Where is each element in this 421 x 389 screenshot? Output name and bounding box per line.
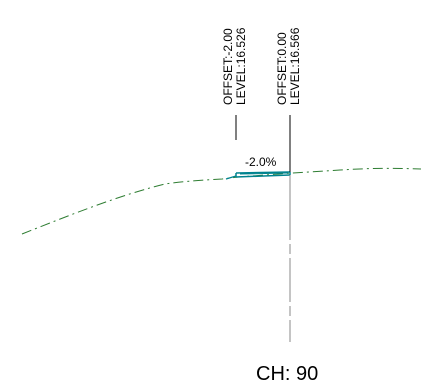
right-level-label: LEVEL:16.566: [288, 27, 302, 105]
left-offset-label: OFFSET:-2.00: [221, 28, 235, 105]
slope-label: -2.0%: [245, 155, 277, 169]
chainage-label: CH: 90: [256, 363, 318, 385]
design-pavement: [225, 171, 291, 180]
right-offset-label: OFFSET:0.00: [275, 32, 289, 105]
left-level-label: LEVEL:16.526: [234, 27, 248, 105]
existing-ground-line: [21, 167, 421, 235]
